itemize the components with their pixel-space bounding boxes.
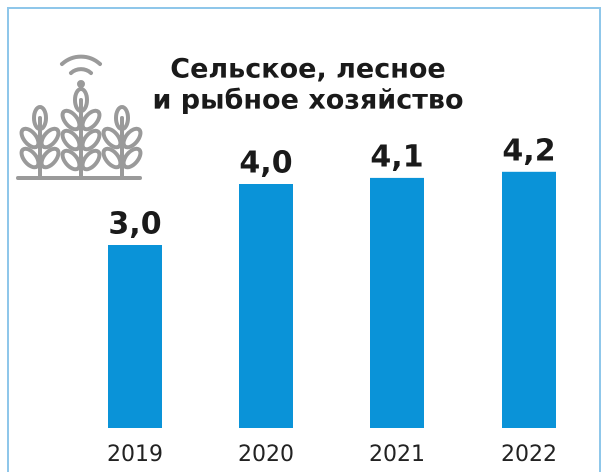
chart-title: Сельское, лесное — [170, 54, 445, 85]
value-label: 4,0 — [239, 146, 292, 181]
x-tick-label: 2020 — [238, 442, 294, 467]
value-label: 3,0 — [108, 207, 161, 242]
x-tick-label: 2022 — [501, 442, 557, 467]
wheat-icon — [16, 54, 143, 180]
frame — [7, 7, 601, 472]
x-tick-label: 2019 — [107, 442, 163, 467]
bar — [502, 171, 556, 429]
bar — [239, 184, 293, 428]
bar — [370, 177, 424, 428]
x-tick-label: 2021 — [369, 442, 425, 467]
value-label: 4,2 — [502, 133, 555, 168]
value-label: 4,1 — [370, 139, 423, 174]
bar — [108, 245, 162, 428]
chart-title: и рыбное хозяйство — [152, 85, 463, 116]
